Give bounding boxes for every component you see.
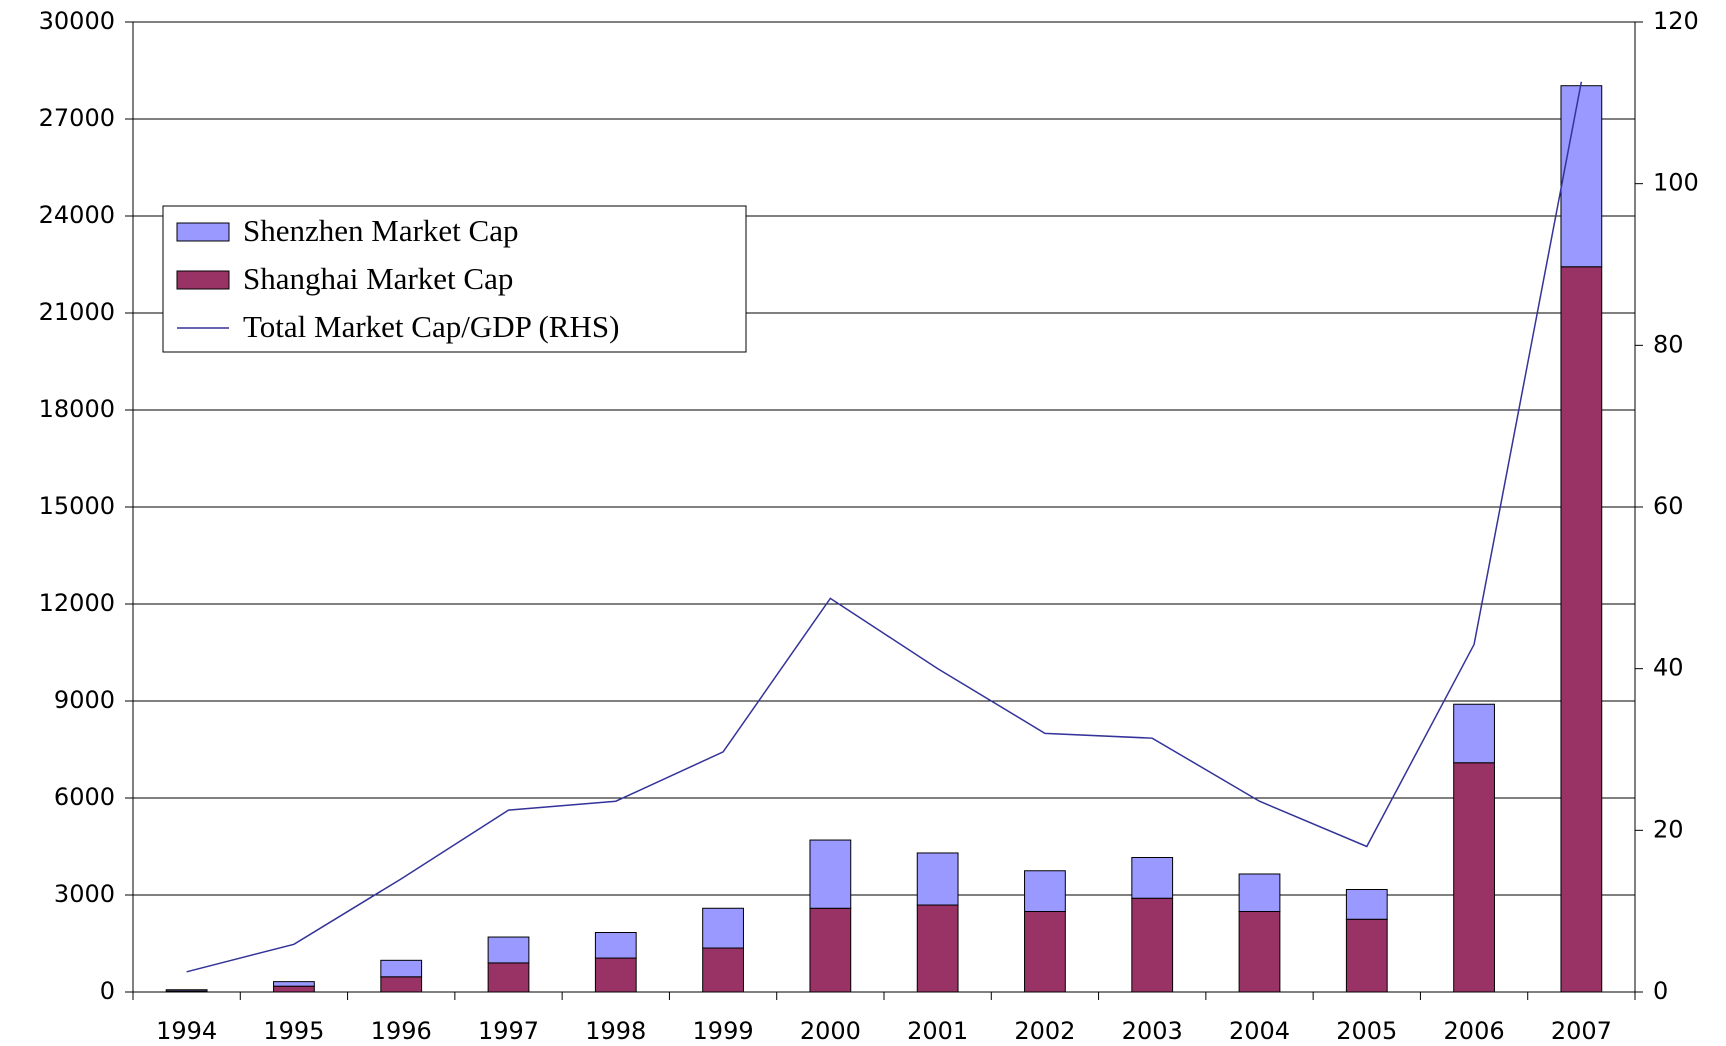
y2-tick-label: 60 (1653, 492, 1684, 520)
x-tick-label: 1998 (585, 1017, 646, 1045)
x-tick-label: 1996 (371, 1017, 432, 1045)
x-tick-label: 1997 (478, 1017, 539, 1045)
x-tick-label: 2007 (1551, 1017, 1612, 1045)
legend-box (162, 205, 747, 353)
bar (1131, 897, 1174, 993)
y-tick-label: 24000 (39, 201, 115, 229)
y-tick-label: 18000 (39, 395, 115, 423)
y2-tick-label: 40 (1653, 654, 1684, 682)
legend-label: Total Market Cap/GDP (RHS) (243, 309, 619, 344)
bar (1238, 873, 1281, 912)
y2-tick-label: 100 (1653, 169, 1699, 197)
x-tick-label: 1999 (693, 1017, 754, 1045)
legend-label: Shenzhen Market Cap (243, 213, 518, 248)
x-tick-label: 1994 (156, 1017, 217, 1045)
y-tick-label: 12000 (39, 589, 115, 617)
x-tick-label: 2002 (1014, 1017, 1075, 1045)
bar (380, 959, 423, 978)
x-tick-label: 2000 (800, 1017, 861, 1045)
y-tick-label: 0 (100, 977, 115, 1005)
bar (916, 852, 959, 906)
bar (380, 976, 423, 993)
y-tick-label: 3000 (54, 880, 115, 908)
bar (1345, 918, 1388, 993)
legend-swatch (176, 270, 230, 290)
bar (809, 907, 852, 993)
bar (916, 904, 959, 993)
bar (1560, 85, 1603, 268)
x-tick-label: 2003 (1122, 1017, 1183, 1045)
y-tick-label: 30000 (39, 7, 115, 35)
x-tick-label: 2004 (1229, 1017, 1290, 1045)
y-tick-label: 6000 (54, 783, 115, 811)
y2-tick-label: 0 (1653, 977, 1668, 1005)
bar (594, 932, 637, 959)
bar (702, 947, 744, 993)
bar (487, 936, 530, 964)
bar (1024, 910, 1066, 993)
x-tick-label: 2006 (1444, 1017, 1505, 1045)
legend-label: Shanghai Market Cap (243, 261, 513, 296)
x-tick-label: 2005 (1336, 1017, 1397, 1045)
y-tick-label: 15000 (39, 492, 115, 520)
y2-tick-label: 80 (1653, 330, 1684, 358)
x-tick-label: 2001 (907, 1017, 968, 1045)
y-tick-label: 21000 (39, 298, 115, 326)
bar (1345, 889, 1388, 920)
bar (1024, 870, 1066, 912)
bar (809, 839, 852, 909)
y2-tick-label: 20 (1653, 815, 1684, 843)
bar (1131, 856, 1174, 899)
bar (273, 981, 315, 987)
legend-swatch (176, 222, 230, 242)
bar (1238, 910, 1281, 993)
bar (1453, 762, 1495, 993)
bar (594, 957, 637, 993)
bar (702, 907, 744, 949)
y-tick-label: 9000 (54, 686, 115, 714)
bar (273, 985, 315, 993)
x-tick-label: 1995 (263, 1017, 324, 1045)
bar (1453, 703, 1495, 764)
bar (165, 989, 208, 992)
y2-tick-label: 120 (1653, 7, 1699, 35)
y-tick-label: 27000 (39, 104, 115, 132)
bar (487, 962, 530, 993)
line (186, 81, 1583, 973)
bar (1560, 266, 1603, 993)
